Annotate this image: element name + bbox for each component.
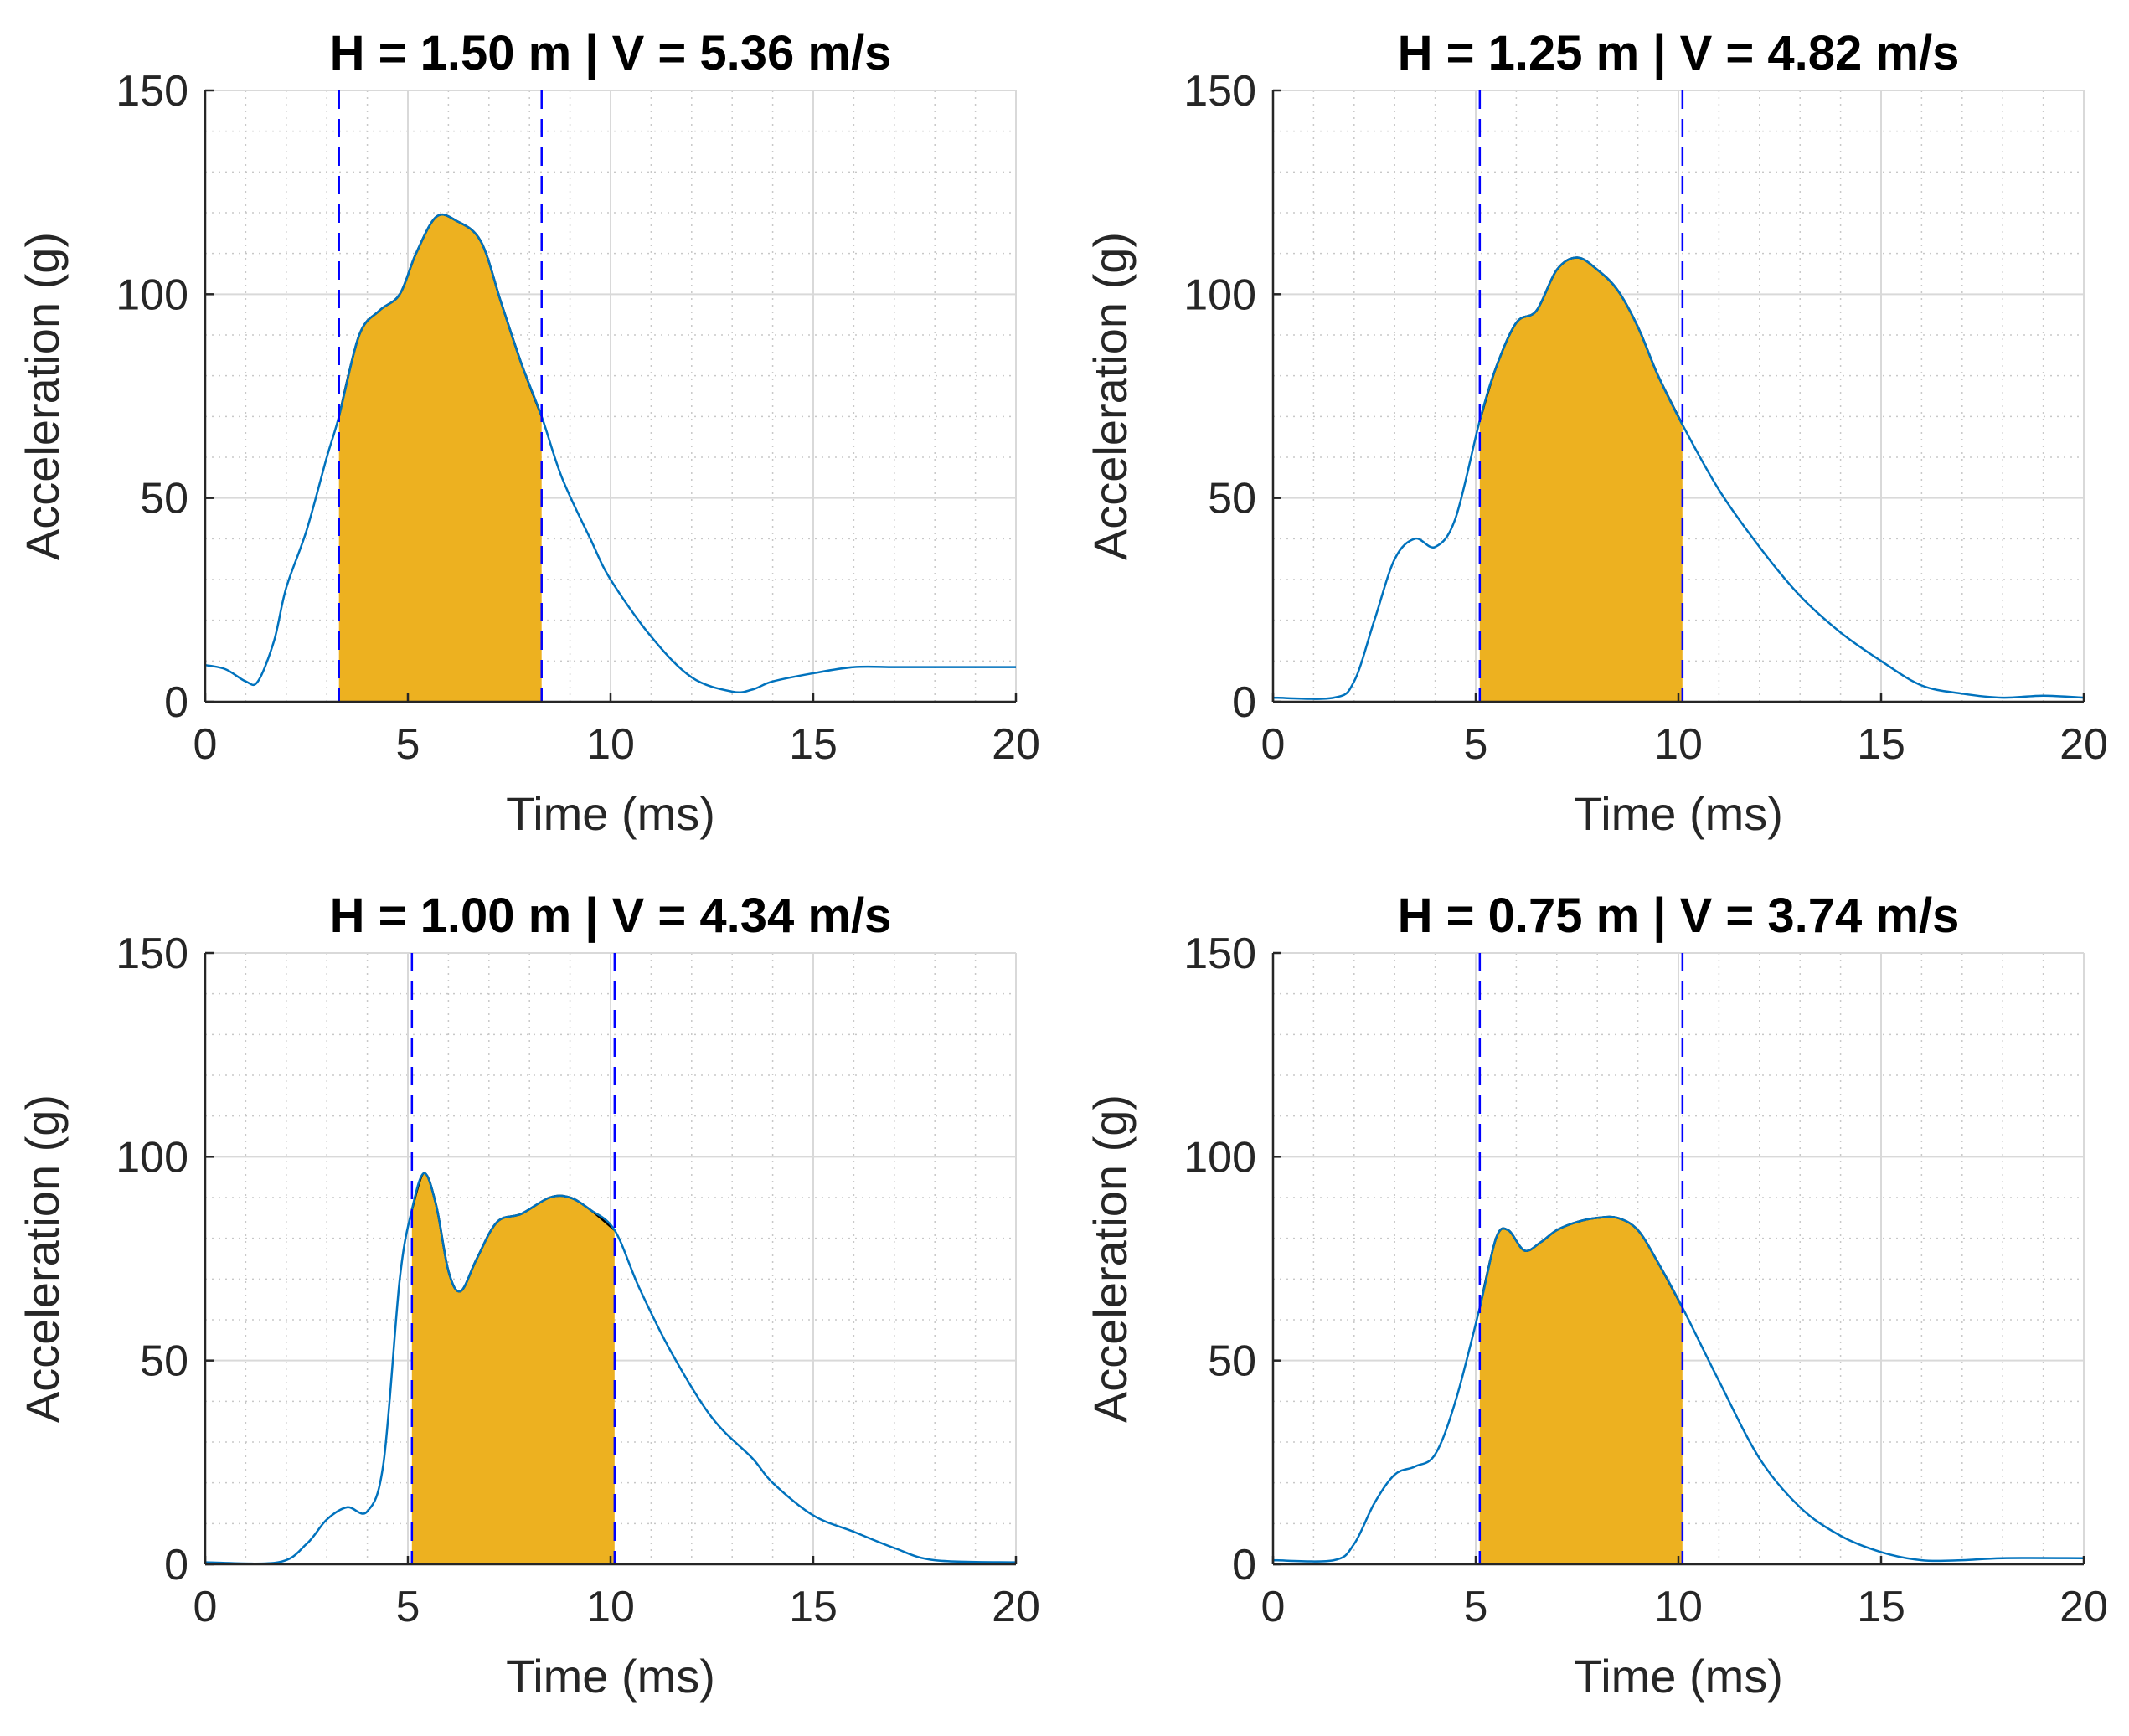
x-axis-label: Time (ms) [1574, 1650, 1783, 1703]
chart-title: H = 1.00 m | V = 4.34 m/s [330, 889, 892, 943]
x-tick-label: 0 [1261, 1583, 1286, 1631]
x-axis-label: Time (ms) [1574, 787, 1783, 840]
shaded-area [1479, 1217, 1683, 1564]
panel-2: 0 5 10 15 20 0 50 100 150 H = 1.25 m | V = 4.82 m… [1084, 26, 2108, 840]
x-tick-label: 10 [1654, 1583, 1703, 1631]
y-tick-label: 0 [164, 1541, 188, 1589]
panel-3: 0 5 10 15 20 0 50 100 150 H = 1.00 m | V = 4.34 m… [16, 889, 1040, 1703]
y-axis-label: Acceleration (g) [16, 232, 69, 560]
y-tick-label: 0 [1232, 1541, 1256, 1589]
x-tick-label: 0 [193, 1583, 218, 1631]
x-tick-label: 10 [1654, 720, 1703, 769]
x-axis-label: Time (ms) [506, 1650, 715, 1703]
x-tick-label: 20 [2059, 720, 2108, 769]
y-tick-label: 150 [116, 930, 188, 978]
y-tick-label: 100 [1183, 1133, 1256, 1182]
y-tick-label: 100 [116, 270, 188, 319]
y-tick-label: 0 [164, 678, 188, 727]
y-tick-label: 50 [1208, 1337, 1256, 1386]
x-tick-label: 5 [1464, 1583, 1488, 1631]
y-tick-label: 0 [1232, 678, 1256, 727]
x-tick-label: 0 [1261, 720, 1286, 769]
x-tick-label: 10 [586, 1583, 635, 1631]
y-tick-label: 50 [1208, 475, 1256, 523]
series-line [1272, 256, 2085, 700]
x-tick-label: 20 [992, 720, 1040, 769]
x-axis-label: Time (ms) [506, 787, 715, 840]
y-tick-label: 150 [1183, 930, 1256, 978]
chart-title: H = 0.75 m | V = 3.74 m/s [1398, 889, 1960, 943]
shaded-area [411, 1172, 615, 1564]
x-tick-label: 15 [789, 720, 838, 769]
y-tick-label: 100 [1183, 270, 1256, 319]
y-axis-label: Acceleration (g) [1084, 1095, 1137, 1423]
series-line [204, 1172, 1017, 1565]
y-axis-label: Acceleration (g) [1084, 232, 1137, 560]
y-tick-label: 100 [116, 1133, 188, 1182]
panel-1: 0 5 10 15 20 0 50 100 150 H = 1.50 m | V = 5.36 m… [16, 26, 1040, 840]
x-tick-label: 10 [586, 720, 635, 769]
x-tick-label: 5 [396, 720, 420, 769]
shaded-area [338, 214, 542, 702]
x-tick-label: 20 [2059, 1583, 2108, 1631]
series-line [204, 213, 1016, 694]
y-tick-label: 50 [140, 475, 188, 523]
y-tick-label: 50 [140, 1337, 188, 1386]
x-tick-label: 5 [1464, 720, 1488, 769]
chart-title: H = 1.50 m | V = 5.36 m/s [330, 26, 892, 80]
x-tick-label: 0 [193, 720, 218, 769]
shaded-area [1479, 257, 1683, 702]
x-tick-label: 5 [396, 1583, 420, 1631]
y-axis-label: Acceleration (g) [16, 1095, 69, 1423]
panel-4: 0 5 10 15 20 0 50 100 150 H = 0.75 m | V = 3.74 m… [1084, 889, 2108, 1703]
x-tick-label: 20 [992, 1583, 1040, 1631]
x-tick-label: 15 [1857, 720, 1905, 769]
minor-grid [205, 953, 1016, 1564]
y-tick-label: 150 [116, 67, 188, 116]
chart-title: H = 1.25 m | V = 4.82 m/s [1398, 26, 1960, 80]
x-tick-label: 15 [1857, 1583, 1905, 1631]
x-tick-label: 15 [789, 1583, 838, 1631]
y-tick-label: 150 [1183, 67, 1256, 116]
series-line [1272, 1215, 2085, 1563]
